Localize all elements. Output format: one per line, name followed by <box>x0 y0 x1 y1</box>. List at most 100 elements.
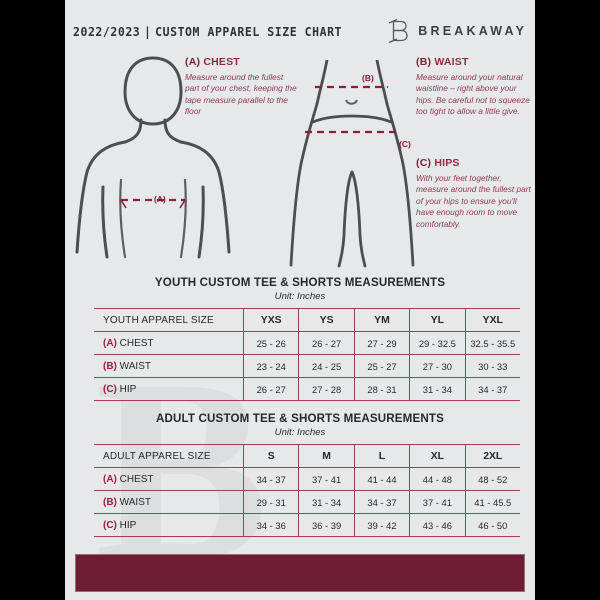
waist-description-text: Measure around your natural waistline – … <box>416 72 530 117</box>
chest-description-text: Measure around the fullest part of your … <box>185 72 297 117</box>
measurement-diagram: (A) (B) (C) (A) <box>65 52 535 268</box>
table-row: (A) CHEST 34 - 37 37 - 41 41 - 44 44 - 4… <box>94 467 520 491</box>
head-outline <box>123 56 183 126</box>
adult-header-row: ADULT APPAREL SIZE S M L XL 2XL <box>94 444 520 468</box>
youth-size-header: YOUTH APPAREL SIZE <box>94 308 244 332</box>
youth-unit: Unit: Inches <box>274 291 326 302</box>
waist-description-title: (B) WAIST <box>416 56 532 68</box>
waist-title: WAIST <box>434 56 469 68</box>
chest-description-title: (A) CHEST <box>185 56 297 68</box>
adult-section-header: ADULT CUSTOM TEE & SHORTS MEASUREMENTS U… <box>65 412 535 438</box>
youth-section-header: YOUTH CUSTOM TEE & SHORTS MEASUREMENTS U… <box>65 276 535 302</box>
youth-hip-name: HIP <box>119 383 137 395</box>
youth-row-waist-label: (B) WAIST <box>94 354 244 378</box>
youth-col-yl: YL <box>409 308 466 332</box>
adult-row-hip-label: (C) HIP <box>94 513 244 537</box>
youth-col-ym: YM <box>354 308 411 332</box>
table-row: (C) HIP 34 - 36 36 - 39 39 - 42 43 - 46 … <box>94 513 520 537</box>
waist-measure-label: (B) <box>362 73 374 83</box>
adult-chest-s: 34 - 37 <box>243 467 300 491</box>
hips-tag: (C) <box>416 157 432 169</box>
adult-waist-m: 31 - 34 <box>298 490 355 514</box>
adult-hip-2xl: 46 - 50 <box>465 513 520 537</box>
neck-right <box>163 118 183 144</box>
header-title-text: 2022/2023 | CUSTOM APPAREL SIZE CHART <box>73 24 342 39</box>
adult-size-table: ADULT APPAREL SIZE S M L XL 2XL (A) CHES… <box>94 444 520 537</box>
youth-waist-yxs: 23 - 24 <box>243 354 300 378</box>
youth-waist-ym: 25 - 27 <box>354 354 411 378</box>
youth-chest-yxs: 25 - 26 <box>243 331 300 355</box>
youth-chest-yxl: 32.5 - 35.5 <box>465 331 520 355</box>
header-year: 2022/2023 <box>72 23 141 39</box>
chest-arrow-left <box>120 199 127 209</box>
navel-mark <box>345 99 358 105</box>
hips-description-title: (C) HIPS <box>416 157 532 169</box>
adult-waist-name: WAIST <box>119 496 151 508</box>
youth-hip-ys: 27 - 28 <box>298 377 355 401</box>
table-row: (A) CHEST 25 - 26 26 - 27 27 - 29 29 - 3… <box>94 331 520 355</box>
youth-waist-yl: 27 - 30 <box>409 354 466 378</box>
table-row: (B) WAIST 23 - 24 24 - 25 25 - 27 27 - 3… <box>94 354 520 378</box>
adult-chest-xl: 44 - 48 <box>409 467 466 491</box>
youth-col-yxl: YXL <box>465 308 520 332</box>
youth-row-chest-label: (A) CHEST <box>94 331 244 355</box>
adult-title: ADULT CUSTOM TEE & SHORTS MEASUREMENTS <box>155 412 445 425</box>
upper-body-illustration <box>75 56 231 259</box>
adult-hip-name: HIP <box>119 519 137 531</box>
hips-description-block: (C) HIPS With your feet together, measur… <box>416 157 532 230</box>
hips-description-text: With your feet together, measure around … <box>416 173 531 229</box>
youth-chest-tag: (A) <box>103 337 117 349</box>
youth-chest-ym: 27 - 29 <box>354 331 411 355</box>
waist-tag: (B) <box>416 56 432 68</box>
neck-left <box>123 118 143 144</box>
adult-unit: Unit: Inches <box>274 427 326 438</box>
adult-chest-2xl: 48 - 52 <box>465 467 520 491</box>
shoulder-arm-left <box>75 140 127 254</box>
adult-waist-2xl: 41 - 45.5 <box>465 490 520 514</box>
youth-waist-tag: (B) <box>103 360 117 372</box>
youth-row-hip-label: (C) HIP <box>94 377 244 401</box>
youth-waist-name: WAIST <box>119 360 151 372</box>
youth-chest-ys: 26 - 27 <box>298 331 355 355</box>
adult-chest-tag: (A) <box>103 473 117 485</box>
hip-curve <box>311 114 393 124</box>
adult-col-2xl: 2XL <box>465 444 520 468</box>
adult-col-xl: XL <box>409 444 466 468</box>
leg-left <box>337 170 354 268</box>
hip-measure-label: (C) <box>399 139 411 149</box>
adult-chest-name: CHEST <box>119 473 154 485</box>
side-left <box>101 185 109 259</box>
adult-waist-tag: (B) <box>103 496 117 508</box>
leg-right <box>350 170 367 268</box>
side-right <box>197 185 205 259</box>
size-chart-page: B 2022/2023|CUSTOM APPAREL SIZE CHART BR… <box>65 0 535 600</box>
youth-hip-yl: 31 - 34 <box>409 377 466 401</box>
adult-waist-xl: 37 - 41 <box>409 490 466 514</box>
adult-chest-l: 41 - 44 <box>354 467 411 491</box>
header-chart-title: CUSTOM APPAREL SIZE CHART <box>154 23 342 39</box>
page-header: 2022/2023 | CUSTOM APPAREL SIZE CHART BREA… <box>65 16 535 46</box>
hips-title: HIPS <box>434 157 460 169</box>
youth-col-ys: YS <box>298 308 355 332</box>
adult-size-header: ADULT APPAREL SIZE <box>94 444 244 468</box>
chest-crease-left <box>119 178 127 259</box>
adult-col-m: M <box>298 444 355 468</box>
youth-col-yxs: YXS <box>243 308 300 332</box>
shoulder-arm-right <box>179 140 231 254</box>
youth-header-row: YOUTH APPAREL SIZE YXS YS YM YL YXL <box>94 308 520 332</box>
youth-size-table: YOUTH APPAREL SIZE YXS YS YM YL YXL (A) … <box>94 308 520 401</box>
youth-hip-ym: 28 - 31 <box>354 377 411 401</box>
chest-title: CHEST <box>203 56 240 68</box>
adult-row-waist-label: (B) WAIST <box>94 490 244 514</box>
adult-waist-l: 34 - 37 <box>354 490 411 514</box>
youth-waist-ys: 24 - 25 <box>298 354 355 378</box>
youth-hip-tag: (C) <box>103 383 117 395</box>
brand-name: BREAKAWAY <box>418 24 528 38</box>
hip-outline-right <box>375 60 415 267</box>
breakaway-b-monogram-icon <box>388 18 408 44</box>
chest-crease-right <box>179 178 187 259</box>
adult-row-chest-label: (A) CHEST <box>94 467 244 491</box>
youth-hip-yxl: 34 - 37 <box>465 377 520 401</box>
adult-waist-s: 29 - 31 <box>243 490 300 514</box>
table-row: (C) HIP 26 - 27 27 - 28 28 - 31 31 - 34 … <box>94 377 520 401</box>
